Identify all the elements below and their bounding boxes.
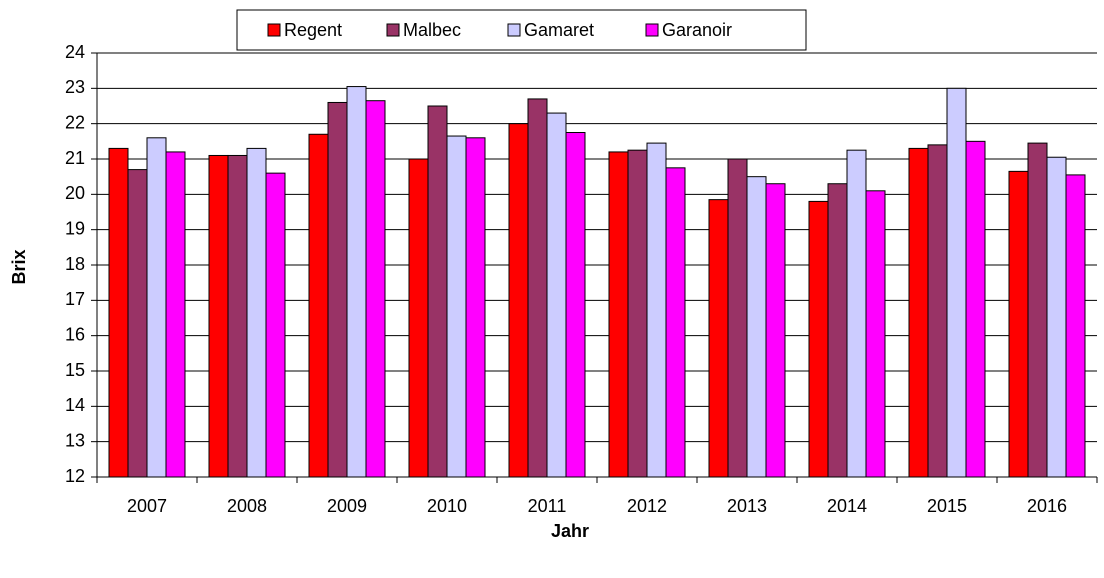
y-tick-label: 22 — [65, 112, 85, 132]
bar — [1008, 170, 1029, 478]
legend-swatch — [267, 23, 281, 37]
bar — [227, 154, 248, 478]
legend-swatch — [507, 23, 521, 37]
legend-swatch — [386, 23, 400, 37]
bar — [1027, 142, 1048, 478]
bar — [708, 199, 729, 478]
y-tick-label: 12 — [65, 466, 85, 486]
bar — [646, 142, 667, 478]
y-tick-label: 19 — [65, 218, 85, 238]
bar — [446, 135, 467, 478]
bar — [565, 132, 586, 478]
legend-label: Garanoir — [662, 20, 732, 40]
bar — [246, 147, 267, 478]
legend-box — [236, 9, 807, 51]
bar — [865, 190, 886, 478]
bar — [727, 158, 748, 478]
bar — [108, 147, 129, 478]
x-tick-label: 2011 — [528, 496, 567, 516]
bar — [746, 176, 767, 478]
bar — [265, 172, 286, 478]
bar — [927, 144, 948, 478]
bar — [908, 147, 929, 478]
y-axis-title: Brix — [9, 249, 29, 284]
y-tick-label: 17 — [65, 289, 85, 309]
bar — [608, 151, 629, 478]
x-tick-label: 2008 — [227, 496, 267, 516]
x-axis-title: Jahr — [551, 521, 589, 541]
y-tick-label: 16 — [65, 324, 85, 344]
bar — [808, 200, 829, 478]
y-tick-label: 21 — [65, 148, 85, 168]
bar — [508, 123, 529, 478]
bar — [665, 167, 686, 478]
legend-label: Regent — [284, 20, 342, 40]
x-tick-label: 2007 — [127, 496, 167, 516]
x-tick-label: 2013 — [727, 496, 767, 516]
y-tick-label: 23 — [65, 77, 85, 97]
legend-swatch — [645, 23, 659, 37]
bar — [165, 151, 186, 478]
bar — [827, 183, 848, 478]
bar — [946, 87, 967, 478]
bar — [408, 158, 429, 478]
legend-label: Malbec — [403, 20, 461, 40]
y-tick-label: 15 — [65, 360, 85, 380]
bar — [527, 98, 548, 478]
bar — [1046, 156, 1067, 478]
y-tick-label: 18 — [65, 254, 85, 274]
bar — [146, 137, 167, 478]
x-tick-label: 2009 — [327, 496, 367, 516]
bar — [765, 183, 786, 478]
bar — [427, 105, 448, 478]
bar — [465, 137, 486, 478]
legend-label: Gamaret — [524, 20, 594, 40]
bar — [127, 169, 148, 478]
y-tick-label: 13 — [65, 430, 85, 450]
x-tick-label: 2015 — [927, 496, 967, 516]
bar — [346, 86, 367, 478]
y-tick-label: 14 — [65, 395, 85, 415]
x-tick-label: 2012 — [627, 496, 667, 516]
bar — [546, 112, 567, 478]
bar — [308, 133, 329, 478]
bar — [208, 154, 229, 478]
bar — [1065, 174, 1086, 478]
x-tick-label: 2016 — [1027, 496, 1067, 516]
y-tick-label: 20 — [65, 183, 85, 203]
bar — [846, 149, 867, 478]
bar — [365, 100, 386, 478]
x-tick-label: 2014 — [827, 496, 867, 516]
y-tick-label: 24 — [65, 42, 85, 62]
bar — [627, 149, 648, 478]
bar — [965, 140, 986, 478]
bar — [327, 101, 348, 478]
x-tick-label: 2010 — [427, 496, 467, 516]
